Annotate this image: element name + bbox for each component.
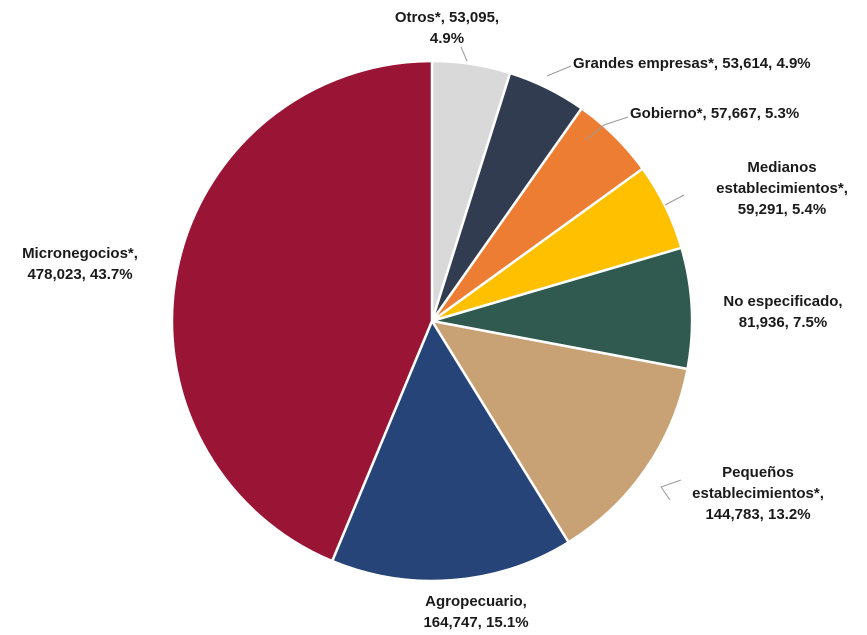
data-label-line: No especificado, xyxy=(723,293,842,310)
data-label-no-especificado: No especificado, 81,936, 7.5% xyxy=(723,293,842,331)
data-label-micronegocios: Micronegocios*, 478,023, 43.7% xyxy=(22,245,138,283)
data-label-line: 478,023, 43.7% xyxy=(27,266,132,283)
data-label-agropecuario: Agropecuario, 164,747, 15.1% xyxy=(423,593,528,631)
data-label-line: Micronegocios*, xyxy=(22,245,138,262)
data-label-line: Gobierno*, 57,667, 5.3% xyxy=(630,105,799,122)
data-label-gobierno: Gobierno*, 57,667, 5.3% xyxy=(630,105,799,122)
data-label-line: Pequeños xyxy=(722,464,794,481)
data-label-line: 59,291, 5.4% xyxy=(738,201,826,218)
leader-line-otros xyxy=(461,47,467,61)
data-label-otros: Otros*, 53,095, 4.9% xyxy=(395,9,499,47)
data-label-pequenos-establecimientos: Pequeños establecimientos*, 144,783, 13.2% xyxy=(692,464,824,523)
data-label-line: 4.9% xyxy=(430,30,464,47)
data-label-line: Agropecuario, xyxy=(425,593,527,610)
leader-line-medianos-establecimientos xyxy=(665,195,684,205)
data-label-line: establecimientos*, xyxy=(692,485,824,502)
data-label-line: 164,747, 15.1% xyxy=(423,614,528,631)
data-label-line: Grandes empresas*, 53,614, 4.9% xyxy=(573,55,811,72)
data-label-line: establecimientos*, xyxy=(716,180,848,197)
leader-line-grandes-empresas xyxy=(547,66,571,76)
leader-line-pequenos-establecimientos xyxy=(661,480,681,500)
pie-slices xyxy=(172,61,692,581)
data-label-line: 81,936, 7.5% xyxy=(739,314,827,331)
data-label-grandes-empresas: Grandes empresas*, 53,614, 4.9% xyxy=(573,55,811,72)
data-label-line: Medianos xyxy=(747,159,816,176)
data-label-line: 144,783, 13.2% xyxy=(705,506,810,523)
data-label-medianos-establecimientos: Medianos establecimientos*, 59,291, 5.4% xyxy=(716,159,848,218)
data-label-line: Otros*, 53,095, xyxy=(395,9,499,26)
